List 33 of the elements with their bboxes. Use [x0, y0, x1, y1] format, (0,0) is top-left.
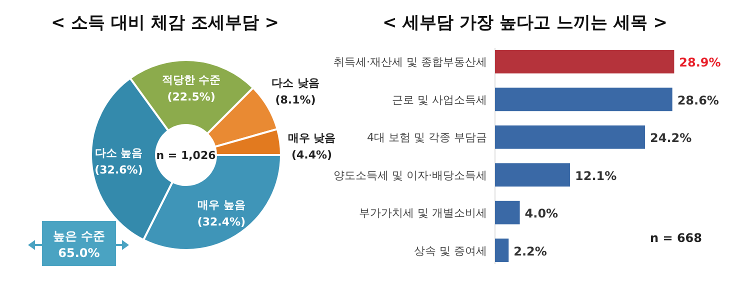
data-label: (32.6%): [94, 164, 143, 177]
data-label: 2.2%: [514, 244, 547, 258]
bar: [495, 200, 520, 224]
y-tick-label: 상속 및 증여세: [414, 244, 487, 258]
chart-title: < 소득 대비 체감 조세부담 >: [50, 13, 280, 33]
y-tick-label: 4대 보험 및 각종 부담금: [367, 131, 487, 144]
data-label: (32.4%): [197, 215, 246, 228]
y-tick-label: 근로 및 사업소득세: [392, 93, 487, 106]
bar: [495, 88, 672, 112]
slice-label: 다소 낮음: [272, 76, 320, 90]
data-label: (8.1%): [275, 94, 316, 107]
data-label: (4.4%): [292, 148, 332, 162]
slice-label: 매우 높음: [198, 198, 246, 212]
slice-label: 적당한 수준: [162, 74, 221, 87]
bar: [495, 163, 570, 187]
y-tick-label: 취득세·재산세 및 종합부동산세: [334, 56, 487, 69]
bar: [495, 50, 674, 74]
data-label: 4.0%: [524, 206, 558, 221]
data-label: 28.9%: [679, 56, 721, 70]
annotation: n = 668: [650, 231, 702, 245]
slice-label: 매우 낮음: [288, 132, 336, 144]
data-label: 28.6%: [677, 93, 719, 108]
data-label: 24.2%: [650, 131, 692, 146]
text: n = 1,026: [156, 149, 216, 162]
chart-title: < 세부담 가장 높다고 느끼는 세목 >: [382, 13, 668, 33]
bar: [495, 125, 646, 149]
data-label: 12.1%: [575, 168, 617, 183]
bar: [495, 238, 509, 262]
slice-label: 다소 높음: [94, 146, 143, 160]
y-tick-label: 양도소득세 및 이자·배당소득세: [334, 168, 487, 182]
y-tick-label: 부가가치세 및 개별소비세: [359, 206, 487, 220]
text: 높은 수준 65.0%: [52, 229, 106, 260]
data-label: (22.5%): [167, 90, 216, 104]
